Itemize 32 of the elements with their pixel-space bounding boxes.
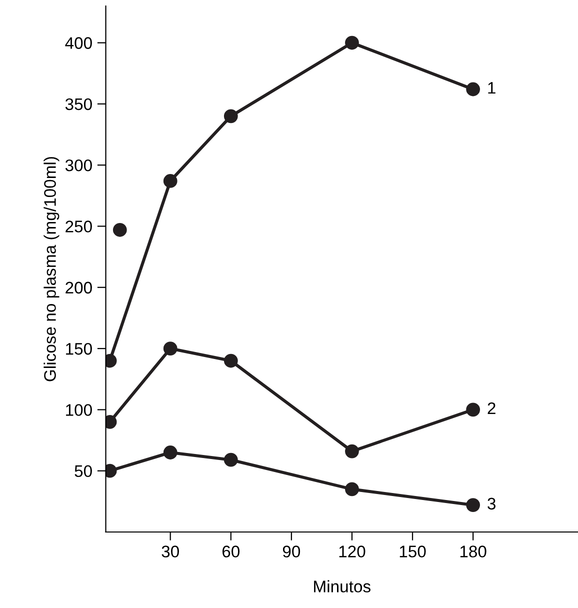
point (224, 452, 238, 467)
x-tick-label: 120 (339, 546, 366, 558)
y-tick-label: 350 (65, 98, 92, 110)
point (163, 342, 178, 356)
x-tick-label: 30 (162, 546, 179, 558)
x-tick-label: 90 (282, 546, 300, 558)
point (345, 444, 359, 458)
x-tick-label: 150 (400, 546, 426, 558)
point (466, 498, 480, 512)
point (345, 36, 359, 50)
series-label: 2 (488, 402, 496, 414)
series-label: 3 (488, 498, 496, 510)
point (224, 354, 238, 368)
y-tick-label: 300 (65, 159, 92, 172)
y-tick-label: 250 (66, 220, 92, 232)
y-tick-label: 50 (74, 465, 92, 478)
x-tick-label: 60 (222, 546, 240, 558)
point (345, 482, 359, 496)
point (224, 109, 238, 124)
series-label: 1 (488, 82, 496, 94)
point (466, 82, 480, 96)
y-tick-label: 200 (66, 282, 92, 294)
point (112, 222, 127, 237)
y-tick-label: 150 (66, 342, 92, 355)
x-axis-title: Minutos (314, 580, 370, 592)
y-tick-label: 100 (66, 404, 92, 416)
x-tick-label: 180 (460, 546, 486, 558)
point (163, 446, 178, 460)
y-tick-label: 400 (65, 37, 92, 49)
y-axis-title: Glicose no plasma (mg/100ml) (44, 157, 60, 382)
point (466, 402, 480, 417)
point (163, 174, 178, 188)
